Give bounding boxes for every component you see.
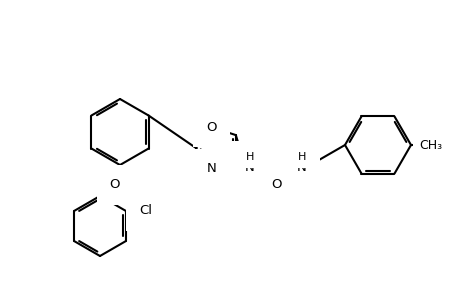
Text: H: H [297, 152, 305, 162]
Text: N: N [296, 160, 306, 173]
Text: O: O [271, 178, 281, 190]
Text: Cl: Cl [139, 205, 152, 218]
Text: H: H [245, 152, 253, 162]
Text: N: N [244, 160, 254, 173]
Text: CH₃: CH₃ [419, 139, 442, 152]
Text: O: O [206, 121, 216, 134]
Text: O: O [110, 178, 120, 191]
Text: N: N [230, 154, 240, 167]
Text: N: N [206, 162, 216, 176]
